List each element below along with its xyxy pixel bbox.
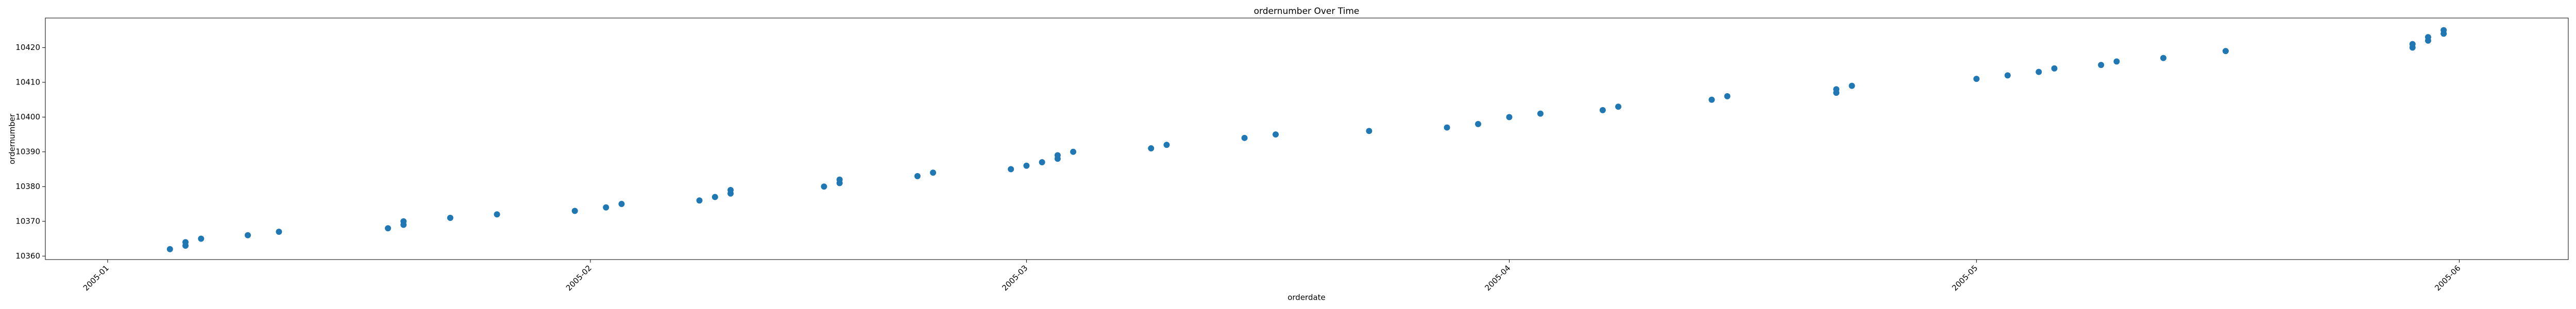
y-tick-label: 10380 <box>15 182 40 191</box>
point <box>1163 142 1170 148</box>
y-tick-label: 10390 <box>15 147 40 156</box>
point <box>1366 128 1372 134</box>
point <box>1039 159 1045 166</box>
point <box>711 194 718 200</box>
point <box>727 187 734 194</box>
point <box>1444 124 1450 131</box>
chart-title: ordernumber Over Time <box>1254 6 1360 16</box>
point <box>1148 145 1155 152</box>
y-tick-label: 10420 <box>15 43 40 52</box>
y-tick-label: 10360 <box>15 251 40 261</box>
x-axis-label: orderdate <box>1287 293 1326 302</box>
point <box>2098 62 2105 68</box>
point <box>836 176 843 183</box>
point <box>1008 166 1014 173</box>
y-axis-label: ordernumber <box>8 113 17 164</box>
point <box>276 229 282 235</box>
x-tick-label: 2005-03 <box>1000 263 1029 293</box>
y-tick-label: 10370 <box>15 216 40 226</box>
x-tick-label: 2005-04 <box>1483 263 1512 293</box>
point <box>821 183 827 190</box>
point <box>2036 68 2042 75</box>
point <box>1599 107 1606 113</box>
point <box>571 208 578 214</box>
y-tick-label: 10400 <box>15 112 40 122</box>
x-tick-label: 2005-06 <box>2433 263 2462 293</box>
point <box>2051 65 2058 72</box>
point <box>1506 114 1513 121</box>
point <box>603 204 609 211</box>
point <box>618 201 625 208</box>
point <box>1973 76 1980 82</box>
point <box>1849 82 1855 89</box>
point <box>1615 104 1622 110</box>
point <box>1708 96 1715 103</box>
point <box>2441 27 2447 33</box>
y-tick-label: 10410 <box>15 77 40 87</box>
point <box>1241 134 1248 141</box>
point <box>1833 86 1840 93</box>
point <box>696 197 703 204</box>
point <box>1070 148 1077 155</box>
point <box>198 235 205 242</box>
point <box>494 211 500 218</box>
point <box>1724 93 1731 99</box>
point <box>244 232 251 238</box>
point <box>2222 48 2229 55</box>
x-tick-label: 2005-05 <box>1950 263 1979 293</box>
point <box>1023 162 1030 169</box>
point <box>182 239 189 246</box>
point <box>930 169 937 176</box>
point <box>914 173 921 180</box>
point <box>2004 72 2011 79</box>
point <box>2160 55 2167 61</box>
point <box>2409 41 2416 47</box>
point <box>400 218 407 225</box>
point <box>385 225 392 232</box>
point <box>166 246 173 252</box>
point <box>2113 58 2120 65</box>
point <box>2425 34 2431 41</box>
point <box>1475 121 1482 127</box>
plot-frame <box>45 18 2569 260</box>
point <box>1537 110 1544 117</box>
point <box>447 215 453 221</box>
point <box>1273 131 1279 138</box>
point <box>1054 152 1061 159</box>
x-tick-label: 2005-02 <box>564 263 594 293</box>
x-tick-label: 2005-01 <box>81 263 111 293</box>
